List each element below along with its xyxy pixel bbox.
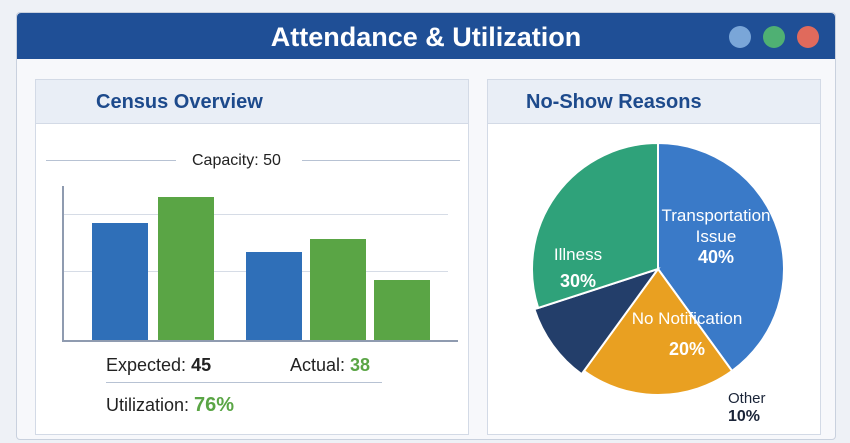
- transportation-line1: Transportation: [661, 206, 771, 225]
- dashboard-window: Attendance & Utilization Census Overview…: [16, 12, 836, 440]
- noshow-title: No-Show Reasons: [526, 91, 702, 113]
- other-line1: Other: [728, 390, 766, 407]
- census-panel: Census Overview Capacity: 50 Expected: 4…: [35, 79, 469, 435]
- pie-slice-illness: [531, 141, 659, 310]
- window-red-dot[interactable]: [797, 26, 819, 48]
- expected-label: Expected:: [106, 355, 187, 375]
- illness-pct: 30%: [559, 271, 597, 291]
- utilization-value: 76%: [194, 394, 235, 416]
- y-axis: [62, 186, 64, 342]
- other-pct: 10%: [728, 408, 761, 425]
- window-green-dot[interactable]: [763, 26, 785, 48]
- illness-line1: Illness: [553, 245, 603, 264]
- label-no-notification: No Notification 20%: [612, 308, 762, 360]
- x-axis: [62, 340, 458, 342]
- expected-stat: Expected: 45: [106, 355, 211, 376]
- actual-label: Actual:: [290, 355, 346, 375]
- noshow-panel-header: No-Show Reasons: [488, 80, 820, 124]
- no-notification-line1: No Notification: [631, 309, 743, 328]
- bar-expected-2: [246, 251, 302, 340]
- transportation-line2: Issue: [695, 227, 737, 246]
- window-title: Attendance & Utilization: [270, 22, 582, 52]
- label-transportation: Transportation Issue 40%: [658, 205, 774, 268]
- capacity-line-left: [46, 160, 176, 161]
- bar-actual-3: [374, 280, 430, 340]
- label-other: Other 10%: [728, 390, 788, 426]
- capacity-label: Capacity: 50: [192, 152, 281, 169]
- pie-slice-no-notification: [582, 267, 734, 396]
- label-illness: Illness 30%: [538, 244, 618, 292]
- bar-expected-1: [92, 223, 148, 340]
- utilization-label: Utilization:: [106, 395, 190, 415]
- actual-value: 38: [350, 355, 371, 375]
- census-panel-header: Census Overview: [36, 80, 468, 124]
- no-notification-pct: 20%: [668, 339, 706, 359]
- census-title: Census Overview: [96, 91, 263, 113]
- bar-actual-1: [158, 197, 214, 340]
- expected-value: 45: [191, 355, 212, 375]
- actual-stat: Actual: 38: [290, 355, 370, 376]
- noshow-pie-chart: [531, 141, 785, 396]
- utilization-stat: Utilization: 76%: [106, 394, 234, 417]
- stats-divider: [106, 382, 382, 383]
- window-blue-dot[interactable]: [729, 26, 751, 48]
- bar-actual-2: [310, 238, 366, 340]
- pie-slice-other: [533, 267, 661, 376]
- pie-slice-transportation-issue: [657, 141, 785, 373]
- title-bar: Attendance & Utilization: [17, 13, 835, 59]
- noshow-panel: No-Show Reasons Transportation Issue 40%…: [487, 79, 821, 435]
- transportation-pct: 40%: [697, 247, 735, 267]
- capacity-line-right: [302, 160, 460, 161]
- gridline: [62, 214, 448, 215]
